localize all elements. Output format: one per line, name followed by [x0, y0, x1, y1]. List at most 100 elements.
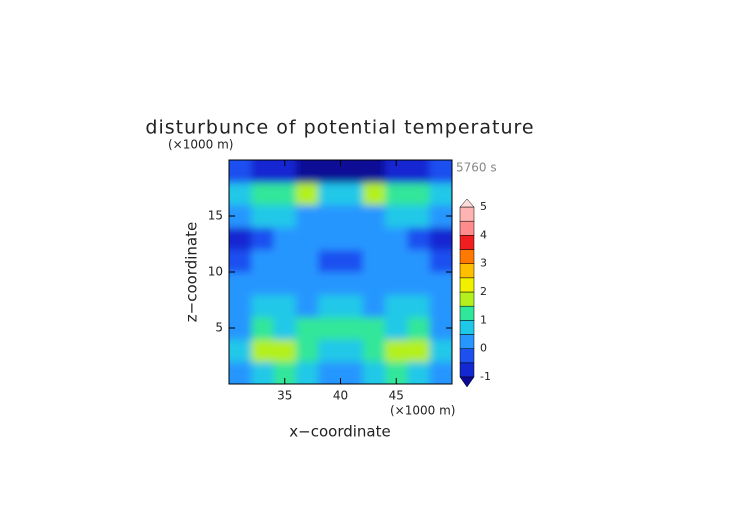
field-cell	[318, 182, 341, 206]
colorbar: -1 0 1 2 3 4 5	[459, 198, 491, 388]
field-cell	[318, 339, 341, 363]
field-cell	[229, 249, 252, 273]
chart-title: disturbunce of potential temperature	[145, 117, 534, 139]
field-cell	[318, 160, 341, 183]
field-cell	[429, 339, 452, 363]
field-cell	[340, 339, 364, 363]
field	[229, 160, 452, 384]
field-cell	[318, 227, 341, 251]
colorbar-over	[459, 198, 475, 208]
field-cell	[407, 272, 431, 295]
field-cell	[251, 249, 275, 273]
field-cell	[251, 182, 275, 206]
y-axis-label: z−coordinate	[183, 222, 201, 322]
field-cell	[385, 339, 408, 363]
field-cell	[251, 227, 275, 251]
field-cell	[251, 339, 275, 363]
field-cell	[229, 294, 252, 318]
y-tick-label: 15	[208, 209, 223, 223]
field-cell	[385, 249, 408, 273]
x-tick-label: 45	[389, 389, 404, 403]
y-tick-label: 10	[208, 265, 223, 279]
field-cell	[229, 361, 252, 384]
field-cell	[273, 160, 297, 183]
field-cell	[295, 361, 319, 384]
field-cell	[229, 227, 252, 251]
field-cell	[295, 316, 319, 340]
field-cell	[340, 294, 364, 318]
colorbar-band	[459, 291, 475, 307]
y-tick-label: 5	[215, 321, 223, 335]
field-cell	[295, 160, 319, 183]
field-cell	[340, 361, 364, 384]
field-cell	[318, 361, 341, 384]
axes: 35 40 45 5 10 15	[208, 159, 453, 403]
field-cell	[385, 204, 408, 228]
colorbar-band	[459, 348, 475, 364]
field-cell	[251, 361, 275, 384]
field-cell	[385, 272, 408, 295]
field-cell	[362, 182, 386, 206]
field-cell	[340, 249, 364, 273]
field-cell	[251, 316, 275, 340]
field-cell	[362, 272, 386, 295]
field-cell	[429, 249, 452, 273]
colorbar-band	[459, 249, 475, 264]
field-cell	[362, 339, 386, 363]
field-cell	[362, 294, 386, 318]
field-cell	[318, 294, 341, 318]
field-cell	[385, 227, 408, 251]
field-cell	[429, 204, 452, 228]
colorbar-band	[459, 277, 475, 293]
field-cell	[229, 204, 252, 228]
field-cell	[429, 182, 452, 206]
field-cell	[385, 361, 408, 384]
field-cell	[295, 182, 319, 206]
colorbar-band	[459, 362, 475, 378]
colorbar-tick-label: 2	[480, 285, 487, 298]
colorbar-tick-label: 4	[480, 228, 487, 241]
field-cell	[385, 182, 408, 206]
field-cell	[385, 316, 408, 340]
field-cell	[407, 316, 431, 340]
field-cell	[407, 227, 431, 251]
field-cell	[273, 294, 297, 318]
field-cell	[251, 204, 275, 228]
field-cell	[340, 316, 364, 340]
colorbar-band	[459, 220, 475, 236]
colorbar-under	[459, 376, 475, 388]
field-cell	[429, 294, 452, 318]
colorbar-tick-label: 1	[480, 313, 487, 326]
field-cell	[385, 160, 408, 183]
field-cell	[429, 272, 452, 295]
field-cell	[251, 160, 275, 183]
x-axis-label: x−coordinate	[289, 423, 390, 441]
time-label: 5760 s	[456, 161, 497, 175]
field-cell	[429, 316, 452, 340]
field-cell	[273, 249, 297, 273]
field-cell	[407, 294, 431, 318]
field-cell	[340, 204, 364, 228]
colorbar-tick-label: 3	[480, 257, 487, 270]
field-cell	[229, 272, 252, 295]
field-cell	[362, 227, 386, 251]
colorbar-band	[459, 235, 475, 250]
field-cell	[229, 160, 252, 183]
field-cell	[273, 272, 297, 295]
field-cell	[407, 204, 431, 228]
x-unit: (×1000 m)	[390, 404, 455, 418]
field-cell	[407, 160, 431, 183]
field-cell	[295, 227, 319, 251]
field-cell	[229, 339, 252, 363]
field-cell	[318, 316, 341, 340]
colorbar-band	[459, 206, 475, 222]
field-cell	[362, 204, 386, 228]
field-cell	[362, 160, 386, 183]
field-cell	[273, 361, 297, 384]
field-cell	[273, 182, 297, 206]
field-cell	[273, 339, 297, 363]
field-cell	[385, 294, 408, 318]
field-cell	[251, 272, 275, 295]
field-cell	[251, 294, 275, 318]
